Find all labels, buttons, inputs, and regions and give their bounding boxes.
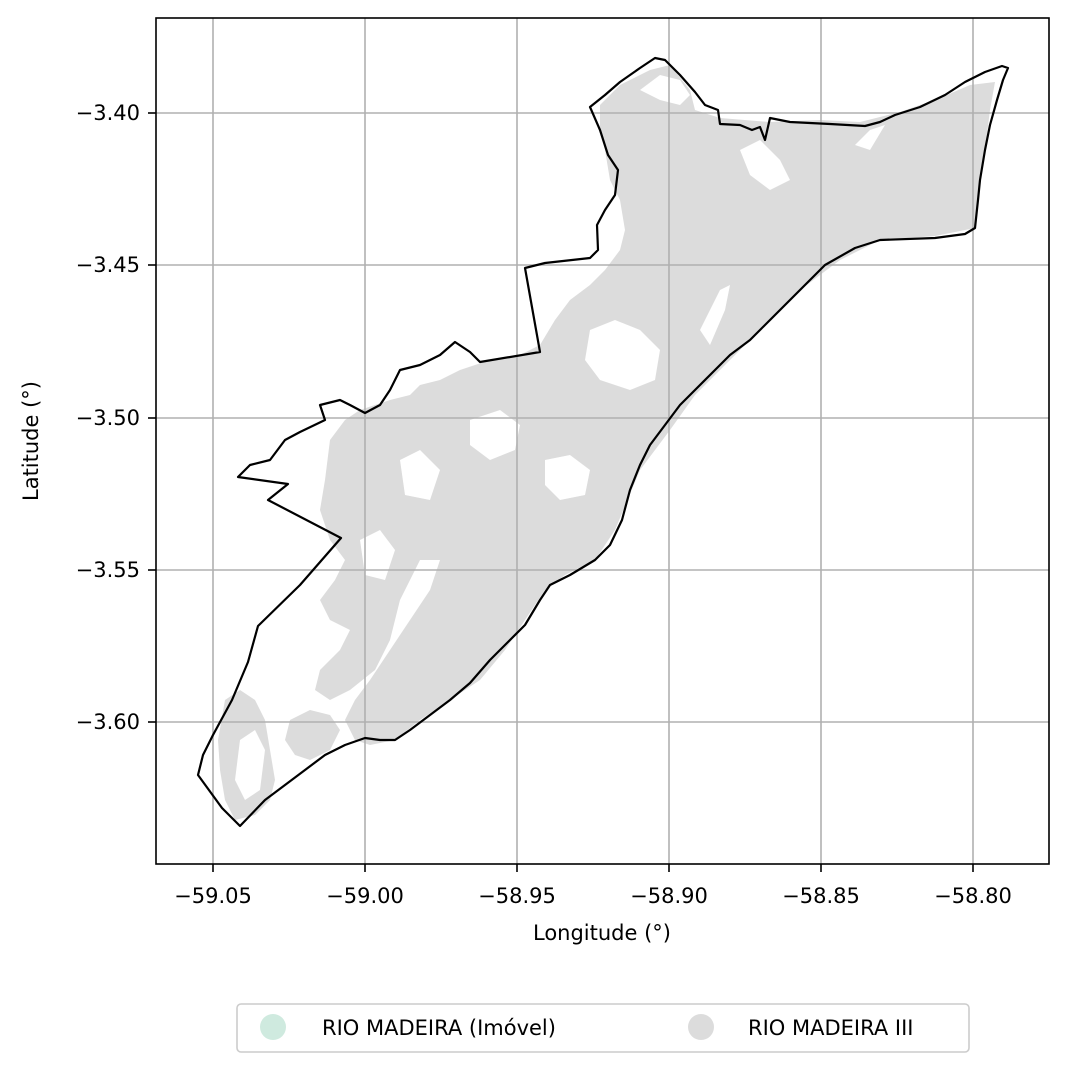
legend-label-imovel: RIO MADEIRA (Imóvel)	[322, 1016, 556, 1040]
y-tick-label: −3.40	[76, 101, 140, 125]
x-tick-label: −59.05	[174, 884, 252, 908]
y-axis-label: Latitude (°)	[19, 381, 43, 501]
legend-marker-imovel	[260, 1014, 286, 1040]
x-tick-label: −58.95	[478, 884, 556, 908]
x-tick-label: −58.80	[934, 884, 1012, 908]
legend: RIO MADEIRA (Imóvel) RIO MADEIRA III	[236, 1003, 970, 1053]
non-vegetated-patches	[235, 75, 885, 800]
x-ticks	[212, 864, 974, 872]
y-tick-label: −3.50	[76, 406, 140, 430]
y-tick-label: −3.45	[76, 253, 140, 277]
y-ticks	[148, 112, 156, 723]
legend-label-rio-madeira-iii: RIO MADEIRA III	[748, 1016, 913, 1040]
y-tick-label: −3.55	[76, 558, 140, 582]
x-tick-label: −59.00	[326, 884, 404, 908]
x-tick-label: −58.85	[782, 884, 860, 908]
legend-box	[236, 1003, 970, 1053]
x-axis-label: Longitude (°)	[533, 921, 671, 945]
y-tick-label: −3.60	[76, 710, 140, 734]
gridlines	[156, 18, 1049, 864]
legend-marker-rio-madeira-iii	[688, 1014, 714, 1040]
axes-frame	[155, 17, 1050, 865]
rio-madeira-imovel-boundary	[196, 56, 1010, 828]
x-tick-label: −58.90	[630, 884, 708, 908]
